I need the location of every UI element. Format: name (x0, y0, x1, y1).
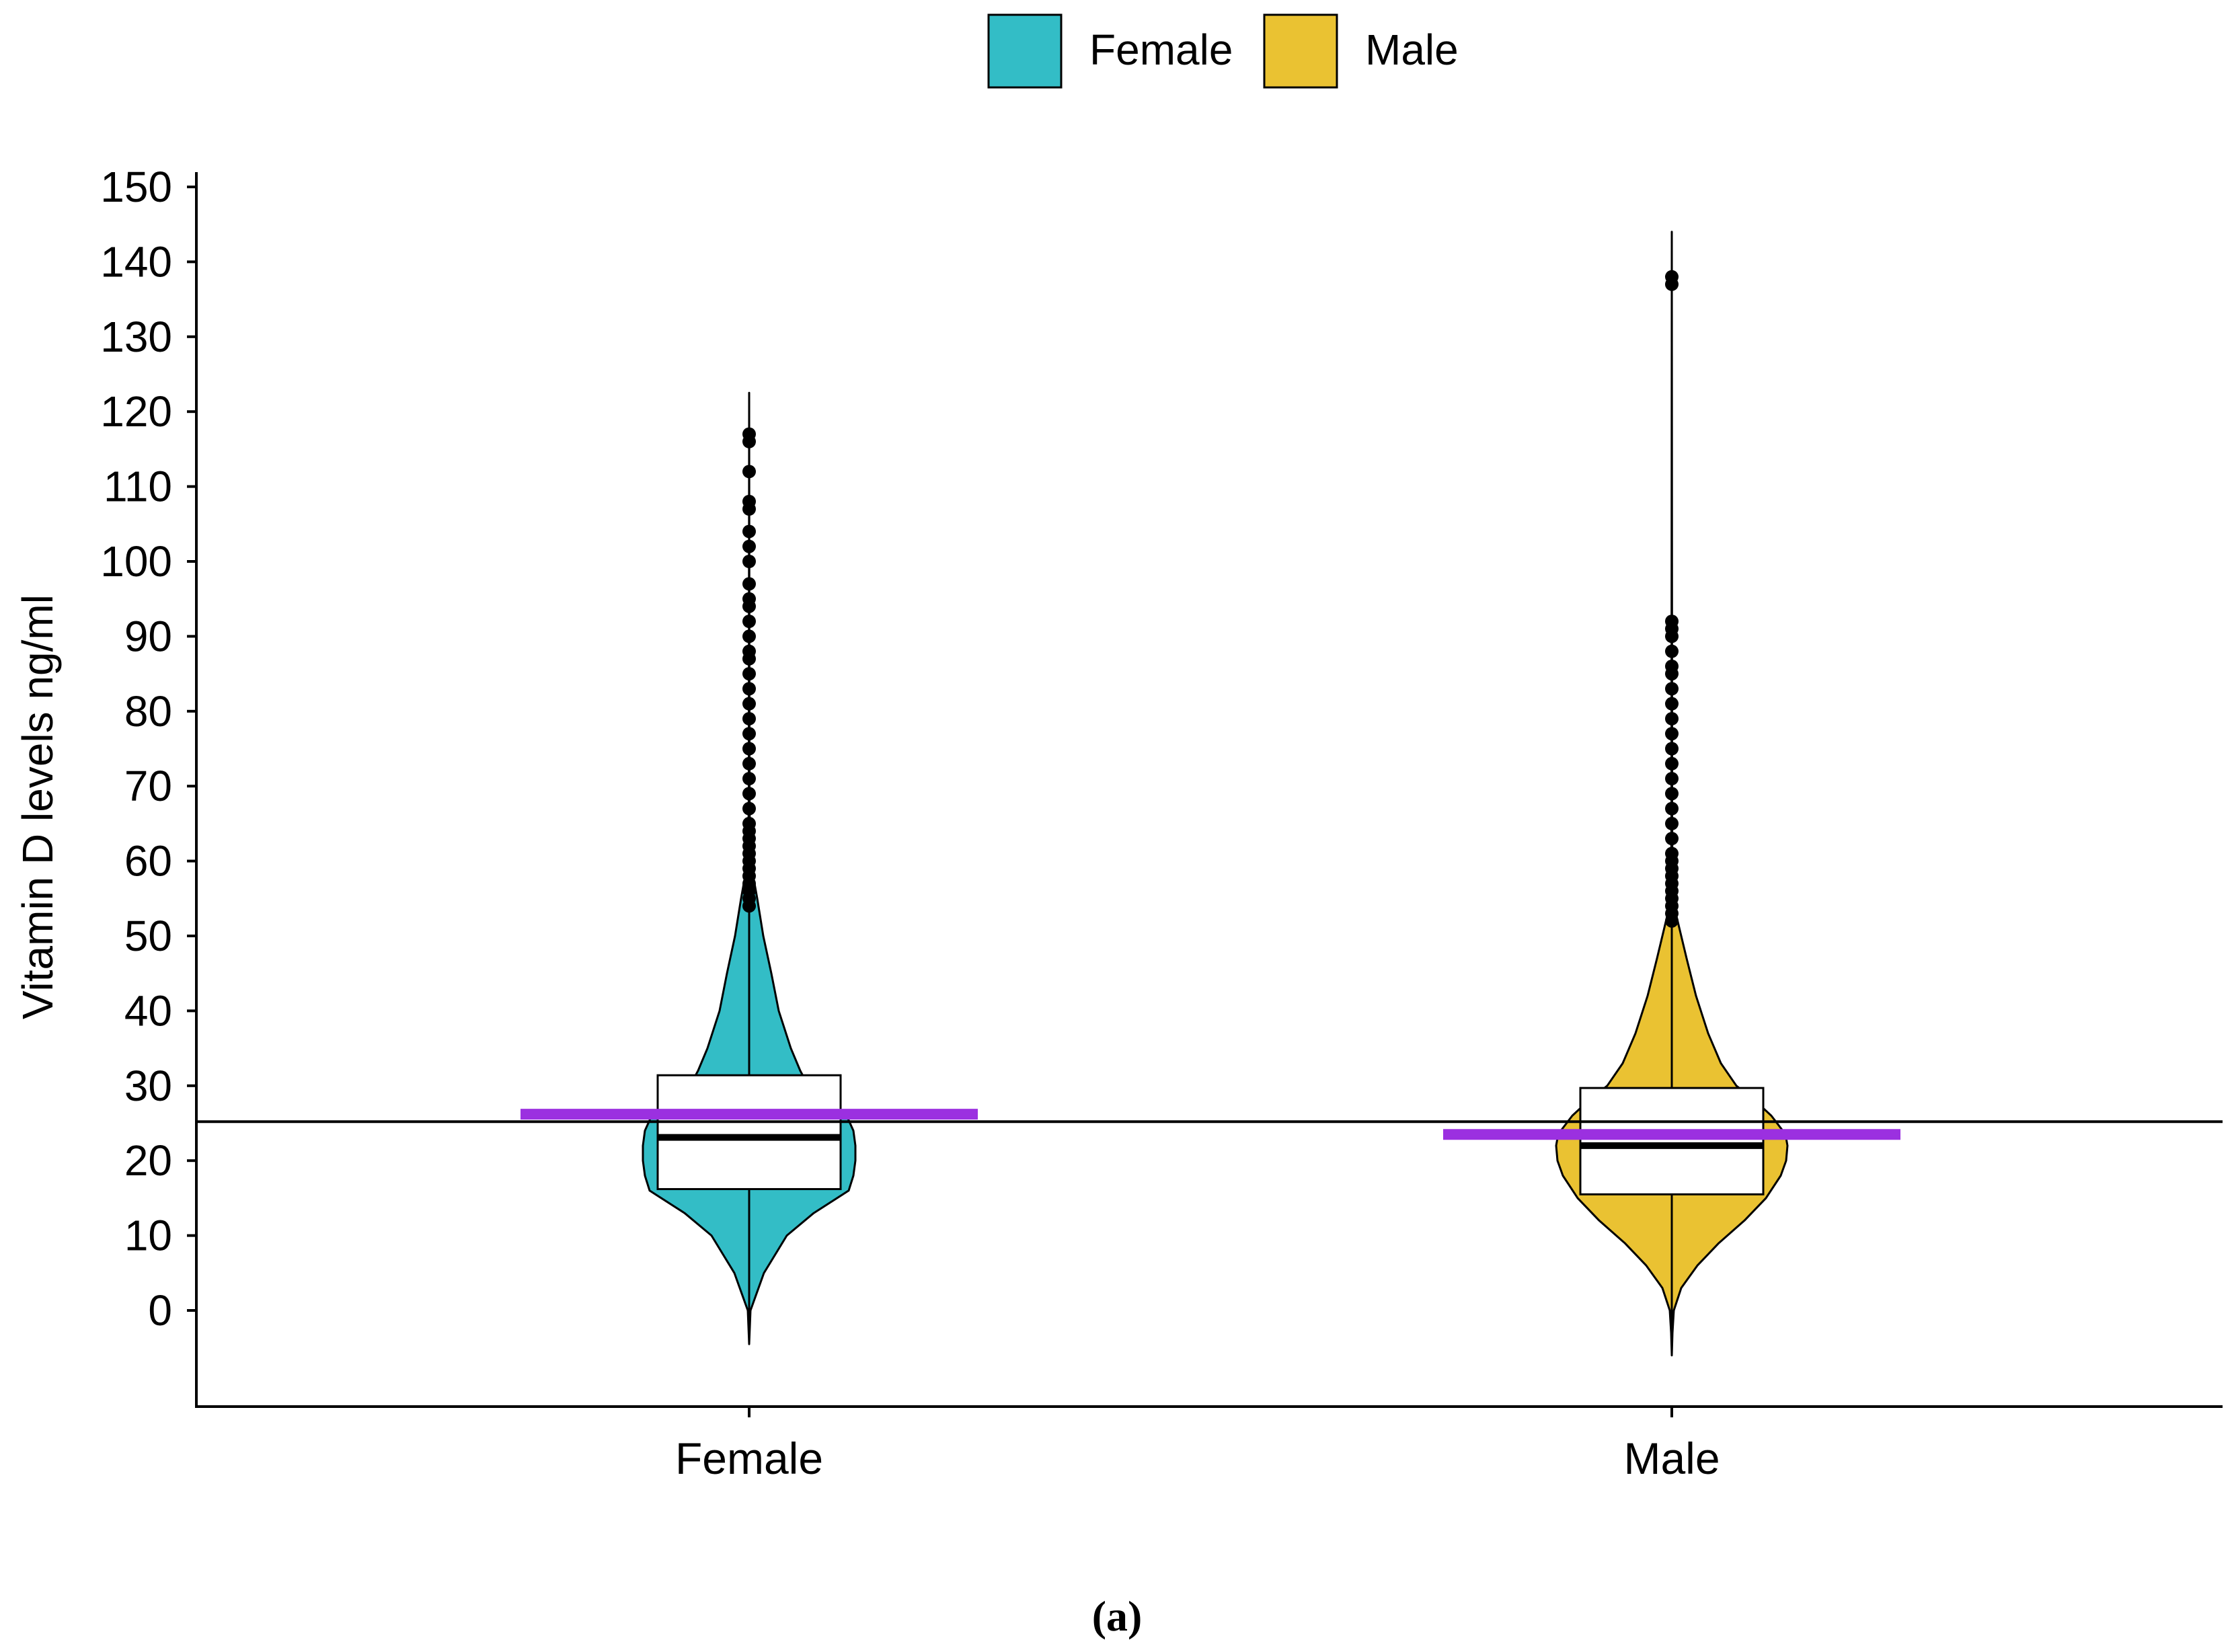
outlier-point-female (742, 682, 756, 696)
figure-caption: (a) (1092, 1592, 1143, 1640)
box-male (1579, 1087, 1765, 1195)
x-ticks: Female Male (675, 1407, 1720, 1483)
outlier-point-female (742, 465, 756, 479)
outlier-point-male (1665, 742, 1679, 756)
x-tick-label-male: Male (1623, 1433, 1720, 1483)
outlier-point-female (742, 494, 756, 508)
outlier-point-female (742, 772, 756, 786)
outlier-point-female (742, 615, 756, 629)
outlier-point-male (1665, 801, 1679, 816)
outlier-point-female (742, 711, 756, 725)
outlier-point-male (1665, 644, 1679, 658)
legend-swatch-female (987, 13, 1063, 89)
y-axis-label: Vitamin D levels ng/ml (13, 594, 62, 1019)
outlier-point-female (742, 644, 756, 658)
y-tick-label: 20 (124, 1136, 172, 1185)
x-tick-label-female: Female (675, 1433, 823, 1483)
outlier-point-male (1665, 727, 1679, 741)
violin-group-male (1443, 231, 1900, 1357)
y-tick-label: 10 (124, 1212, 172, 1260)
outlier-point-female (742, 555, 756, 568)
outlier-point-female (742, 742, 756, 756)
outlier-point-male (1665, 787, 1679, 801)
outlier-point-female (742, 697, 756, 711)
y-tick-label: 110 (104, 463, 172, 511)
y-tick-label: 80 (124, 687, 172, 736)
y-tick-label: 100 (100, 537, 172, 586)
y-tick-label: 40 (124, 986, 172, 1035)
y-tick-label: 50 (124, 912, 172, 960)
legend-label-male: Male (1365, 26, 1459, 74)
outlier-point-male (1665, 756, 1679, 771)
y-tick-label: 60 (124, 837, 172, 886)
outlier-point-female (742, 801, 756, 816)
legend: Female Male (987, 13, 1459, 89)
outlier-point-male (1665, 270, 1679, 284)
axes (195, 172, 2223, 1408)
y-tick-label: 90 (124, 612, 172, 660)
y-tick-label: 70 (124, 762, 172, 810)
outlier-point-female (742, 539, 756, 553)
outlier-point-male (1665, 832, 1679, 846)
legend-label-female: Female (1089, 26, 1233, 74)
outlier-point-female (742, 727, 756, 741)
outlier-point-female (742, 816, 756, 830)
outlier-point-male (1665, 847, 1679, 861)
outlier-point-male (1665, 659, 1679, 673)
legend-swatch-male (1263, 13, 1338, 89)
outlier-point-female (742, 427, 756, 441)
outlier-point-male (1665, 615, 1679, 629)
outlier-point-female (742, 592, 756, 606)
outlier-point-male (1665, 772, 1679, 786)
violins (521, 231, 1900, 1357)
violin-group-female (521, 391, 978, 1345)
y-tick-label: 30 (124, 1062, 172, 1110)
outlier-point-female (742, 787, 756, 801)
outlier-point-female (742, 629, 756, 643)
outlier-point-female (742, 756, 756, 771)
y-tick-label: 150 (100, 163, 172, 211)
outlier-point-male (1665, 711, 1679, 725)
outlier-point-male (1665, 682, 1679, 696)
y-tick-label: 120 (100, 387, 172, 436)
y-tick-label: 0 (148, 1286, 172, 1335)
box-female (656, 1074, 842, 1191)
outlier-point-female (742, 524, 756, 539)
outlier-point-female (742, 577, 756, 591)
y-tick-label: 140 (100, 237, 172, 286)
y-tick-label: 130 (100, 313, 172, 361)
y-ticks: 0 10 20 30 40 50 60 70 80 90 100 110 120 130 140 150 (100, 163, 196, 1335)
outlier-point-female (742, 667, 756, 681)
outlier-point-male (1665, 816, 1679, 830)
outlier-point-male (1665, 697, 1679, 711)
